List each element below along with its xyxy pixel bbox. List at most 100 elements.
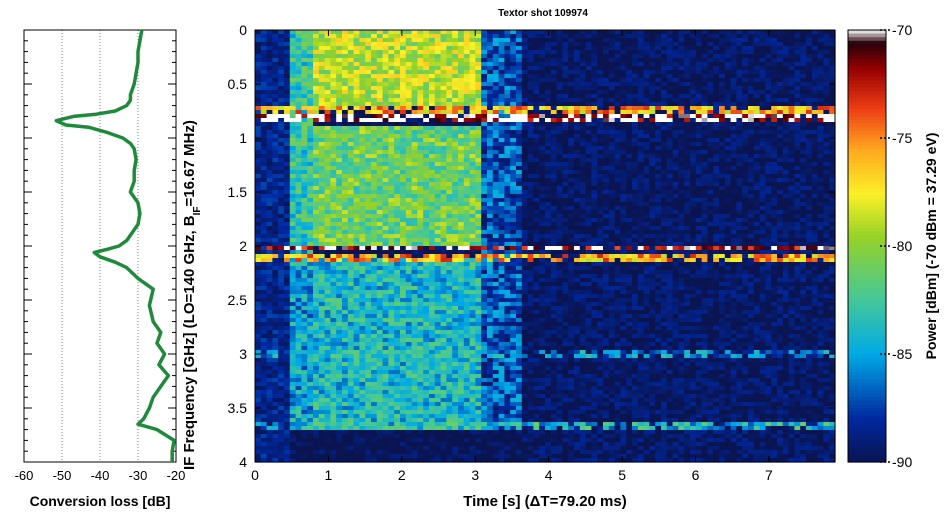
conversion-loss-x-label: Conversion loss [dB] <box>30 493 171 509</box>
heatmap-cell <box>260 114 268 119</box>
heatmap-cell <box>359 298 366 303</box>
heatmap-cell <box>411 34 418 39</box>
heatmap-cell <box>400 458 407 463</box>
heatmap-cell <box>504 250 511 255</box>
heatmap-cell <box>405 70 413 75</box>
heatmap-cell <box>452 218 459 223</box>
heatmap-cell <box>475 394 482 399</box>
heatmap-cell <box>289 282 297 287</box>
heatmap-cell <box>394 374 401 379</box>
heatmap-cell <box>342 274 349 279</box>
heatmap-cell <box>371 50 378 55</box>
heatmap-cell <box>365 190 372 195</box>
heatmap-cell <box>260 458 268 463</box>
heatmap-cell <box>260 150 268 155</box>
heatmap-cell <box>463 218 471 223</box>
heatmap-cell <box>458 298 465 303</box>
heatmap-cell <box>313 90 320 95</box>
heatmap-cell <box>284 382 291 387</box>
heatmap-cell <box>284 262 291 267</box>
heatmap-cell <box>255 346 262 351</box>
heatmap-cell <box>272 138 279 143</box>
heatmap-cell <box>347 246 355 251</box>
heatmap-cell <box>266 190 273 195</box>
heatmap-cell <box>313 338 320 343</box>
heatmap-cell <box>411 458 418 463</box>
heatmap-cell <box>417 94 424 99</box>
heatmap-cell <box>359 302 366 307</box>
heatmap-cell <box>498 46 505 51</box>
heatmap-cell <box>342 42 349 47</box>
heatmap-cell <box>255 334 262 339</box>
heatmap-cell <box>417 274 424 279</box>
heatmap-cell <box>504 158 511 163</box>
heatmap-cell <box>481 402 488 407</box>
heatmap-cell <box>255 446 262 451</box>
heatmap-cell <box>417 134 424 139</box>
heatmap-cell <box>313 154 320 159</box>
heatmap-cell <box>371 46 378 51</box>
heatmap-cell <box>481 262 488 267</box>
heatmap-cell <box>278 90 285 95</box>
heatmap-cell <box>510 458 517 463</box>
heatmap-cell <box>255 134 262 139</box>
heatmap-cell <box>434 34 442 39</box>
heatmap-cell <box>400 114 407 119</box>
heatmap-cell <box>278 366 285 371</box>
heatmap-cell <box>394 402 401 407</box>
heatmap-cell <box>342 94 349 99</box>
heatmap-cell <box>318 38 326 43</box>
heatmap-cell <box>504 450 511 455</box>
heatmap-cell <box>260 362 268 367</box>
heatmap-cell <box>278 62 285 67</box>
heatmap-cell <box>463 98 471 103</box>
heatmap-cell <box>342 334 349 339</box>
heatmap-cell <box>371 374 378 379</box>
heatmap-cell <box>463 358 471 363</box>
heatmap-cell <box>324 138 331 143</box>
heatmap-cell <box>365 78 372 83</box>
heatmap-cell <box>255 162 262 167</box>
heatmap-cell <box>365 282 372 287</box>
heatmap-cell <box>394 242 401 247</box>
heatmap-cell <box>429 278 436 283</box>
heatmap-cell <box>405 210 413 215</box>
heatmap-cell <box>255 174 262 179</box>
heatmap-cell <box>429 62 436 67</box>
heatmap-cell <box>452 398 459 403</box>
heatmap-cell <box>417 314 424 319</box>
heatmap-cell <box>347 130 355 135</box>
heatmap-cell <box>434 398 442 403</box>
heatmap-cell <box>463 210 471 215</box>
heatmap-cell <box>289 338 297 343</box>
heatmap-cell <box>376 250 384 255</box>
heatmap-cell <box>487 442 494 447</box>
heatmap-cell <box>388 174 395 179</box>
heatmap-cell <box>307 234 314 239</box>
heatmap-cell <box>469 430 476 435</box>
heatmap-cell <box>434 394 442 399</box>
heatmap-cell <box>463 410 471 415</box>
heatmap-cell <box>289 114 297 119</box>
heatmap-cell <box>318 434 326 439</box>
heatmap-cell <box>475 38 482 43</box>
heatmap-cell <box>516 94 523 99</box>
heatmap-cell <box>272 78 279 83</box>
heatmap-cell <box>324 314 331 319</box>
heatmap-cell <box>475 318 482 323</box>
heatmap-cell <box>394 458 401 463</box>
heatmap-cell <box>498 186 505 191</box>
heatmap-cell <box>376 82 384 87</box>
heatmap-cell <box>388 98 395 103</box>
heatmap-cell <box>318 230 326 235</box>
heatmap-cell <box>498 290 505 295</box>
heatmap-cell <box>365 422 372 427</box>
heatmap-cell <box>301 322 308 327</box>
heatmap-cell <box>469 370 476 375</box>
heatmap-cell <box>336 414 343 419</box>
heatmap-cell <box>272 370 279 375</box>
heatmap-cell <box>487 166 494 171</box>
heatmap-cell <box>365 34 372 39</box>
heatmap-cell <box>330 86 337 91</box>
heatmap-cell <box>272 310 279 315</box>
